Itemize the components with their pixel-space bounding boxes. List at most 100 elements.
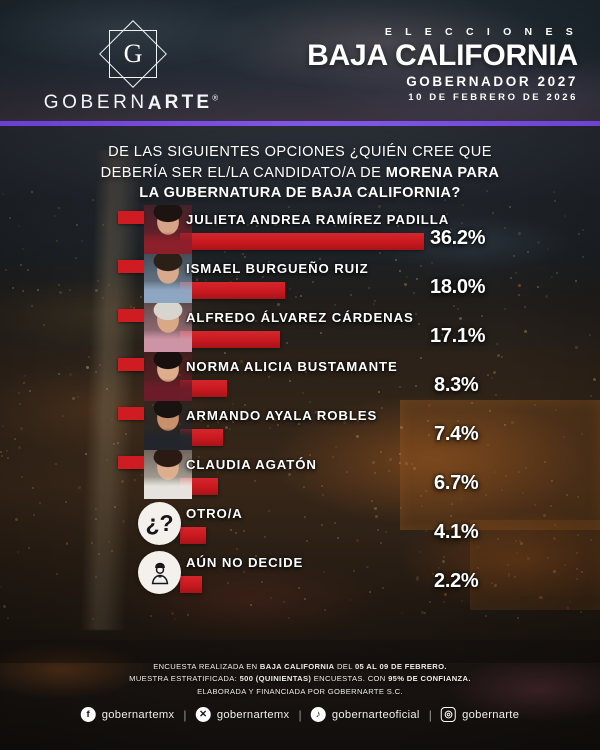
methodology-note: ENCUESTA REALIZADA EN BAJA CALIFORNIA DE…	[90, 661, 510, 698]
candidate-name: ALFREDO ÁLVAREZ CÁRDENAS	[186, 310, 414, 325]
logo-square	[109, 30, 157, 78]
party-badge	[118, 211, 144, 224]
building-block-b	[470, 520, 600, 610]
tiktok-icon: ♪	[310, 707, 326, 722]
social-handle: gobernartemx	[216, 708, 290, 721]
header: G GOBERNARTE® E L E C C I O N E S BAJA C…	[0, 0, 600, 123]
social-separator: |	[428, 707, 433, 722]
social-separator: |	[183, 707, 187, 722]
brand-wordmark: GOBERNARTE®	[26, 92, 236, 114]
result-percentage: 2.2%	[434, 570, 479, 592]
social-links: f gobernartemx | ✕ gobernartemx | ♪ gobernarteo…	[80, 707, 520, 722]
result-percentage: 4.1%	[434, 521, 479, 543]
social-handle: gobernarte	[462, 708, 520, 721]
x-twitter-icon: ✕	[195, 707, 211, 722]
candidate-photo	[144, 401, 192, 450]
question-line-2-normal: DEBERÍA SER EL/LA CANDIDATO/A DE	[100, 164, 386, 181]
candidate-name: ARMANDO AYALA ROBLES	[186, 408, 378, 423]
background-city-lower	[0, 350, 600, 650]
candidate-name: CLAUDIA AGATÓN	[186, 457, 317, 472]
table-row[interactable]: ARMANDO AYALA ROBLES 7.4%	[0, 401, 600, 450]
question-line-2: DEBERÍA SER EL/LA CANDIDATO/A DE MORENA …	[30, 163, 570, 184]
result-bar	[180, 233, 424, 250]
candidate-name: ISMAEL BURGUEÑO RUIZ	[186, 261, 369, 276]
note-2a: MUESTRA ESTRATIFICADA:	[129, 674, 240, 684]
background-city-bottom	[0, 640, 600, 750]
table-row[interactable]: CLAUDIA AGATÓN 6.7%	[0, 450, 600, 499]
methodology-line-1: ENCUESTA REALIZADA EN BAJA CALIFORNIA DE…	[90, 661, 510, 673]
result-percentage: 17.1%	[430, 325, 486, 347]
note-2d: 95% DE CONFIANZA.	[388, 674, 471, 684]
table-row[interactable]: ISMAEL BURGUEÑO RUIZ 18.0%	[0, 254, 600, 303]
result-bar	[180, 527, 206, 544]
brand-wordmark-pre: GOBERN	[43, 92, 148, 113]
candidate-name: JULIETA ANDREA RAMÍREZ PADILLA	[186, 212, 450, 227]
header-date: 10 DE FEBRERO DE 2026	[408, 92, 578, 104]
darkening-overlay	[0, 123, 600, 663]
poll-question: DE LAS SIGUIENTES OPCIONES ¿QUIÉN CREE Q…	[30, 142, 570, 204]
result-bar	[180, 282, 285, 299]
table-row[interactable]: JULIETA ANDREA RAMÍREZ PADILLA 36.2%	[0, 205, 600, 254]
result-percentage: 6.7%	[434, 472, 479, 494]
undecided-person-icon	[138, 551, 181, 594]
question-mark-icon: ¿?	[138, 502, 181, 545]
header-role-year: GOBERNADOR 2027	[406, 74, 578, 90]
table-row[interactable]: ALFREDO ÁLVAREZ CÁRDENAS 17.1%	[0, 303, 600, 352]
social-link[interactable]: ✕ gobernartemx	[195, 707, 290, 722]
purple-divider	[0, 121, 600, 126]
question-line-3: LA GUBERNATURA DE BAJA CALIFORNIA?	[30, 183, 570, 204]
result-bar	[180, 576, 202, 593]
note-1b: BAJA CALIFORNIA	[259, 662, 335, 671]
candidate-photo	[144, 450, 192, 499]
party-badge	[118, 260, 144, 273]
social-link[interactable]: ◎ gobernarte	[441, 707, 519, 722]
note-2b: 500 (QUINIENTAS)	[239, 674, 312, 684]
candidate-photo	[144, 303, 192, 352]
social-link[interactable]: ♪ gobernarteoficial	[310, 707, 420, 722]
result-percentage: 7.4%	[434, 423, 479, 445]
social-handle: gobernarteoficial	[331, 708, 420, 721]
results-bar-chart: JULIETA ANDREA RAMÍREZ PADILLA 36.2% ISMAE…	[0, 205, 600, 597]
candidate-photo	[144, 352, 192, 401]
background-sky	[0, 0, 600, 130]
candidate-name: NORMA ALICIA BUSTAMANTE	[186, 359, 398, 374]
registered-mark: ®	[212, 93, 219, 103]
social-separator: |	[298, 707, 302, 722]
table-row[interactable]: ¿? OTRO/A 4.1%	[0, 499, 600, 548]
methodology-line-3: ELABORADA Y FINANCIADA POR GOBERNARTE S.…	[197, 686, 403, 696]
table-row[interactable]: NORMA ALICIA BUSTAMANTE 8.3%	[0, 352, 600, 401]
note-1a: ENCUESTA REALIZADA EN	[153, 662, 260, 671]
brand-logo[interactable]: G GOBERNARTE®	[28, 18, 238, 114]
social-link[interactable]: f gobernartemx	[80, 707, 175, 722]
result-bar	[180, 331, 280, 348]
result-percentage: 18.0%	[430, 276, 486, 298]
party-badge	[118, 309, 144, 322]
question-line-2-bold: MORENA PARA	[385, 164, 500, 181]
table-row[interactable]: AÚN NO DECIDE 2.2%	[0, 548, 600, 597]
party-badge	[118, 407, 144, 420]
logo-letter: G	[123, 39, 143, 68]
candidate-name: OTRO/A	[186, 506, 243, 521]
question-line-3-bold: LA GUBERNATURA DE BAJA CALIFORNIA?	[139, 185, 461, 202]
note-1d: 05 AL 09 DE FEBRERO.	[354, 662, 447, 671]
party-badge	[118, 456, 144, 469]
facebook-icon: f	[80, 707, 96, 722]
question-line-1: DE LAS SIGUIENTES OPCIONES ¿QUIÉN CREE Q…	[108, 144, 492, 160]
building-block-a	[400, 400, 600, 530]
header-elecciones-label: E L E C C I O N E S	[384, 26, 578, 38]
header-title-block: E L E C C I O N E S BAJA CALIFORNIA GOBE…	[307, 26, 578, 103]
candidate-photo	[144, 254, 192, 303]
note-2c: ENCUESTAS. CON	[311, 674, 389, 684]
candidate-photo	[144, 205, 192, 254]
brand-wordmark-triangle-a: A	[147, 93, 165, 114]
social-handle: gobernartemx	[101, 708, 175, 721]
note-1c: DEL	[334, 662, 355, 671]
party-badge	[118, 358, 144, 371]
gobernarte-diamond-icon: G	[97, 18, 169, 90]
result-percentage: 36.2%	[430, 227, 486, 249]
candidate-name: AÚN NO DECIDE	[186, 555, 304, 570]
header-state-title: BAJA CALIFORNIA	[307, 39, 578, 72]
brand-wordmark-post: RTE	[164, 92, 213, 113]
methodology-line-2: MUESTRA ESTRATIFICADA: 500 (QUINIENTAS) …	[90, 673, 510, 685]
